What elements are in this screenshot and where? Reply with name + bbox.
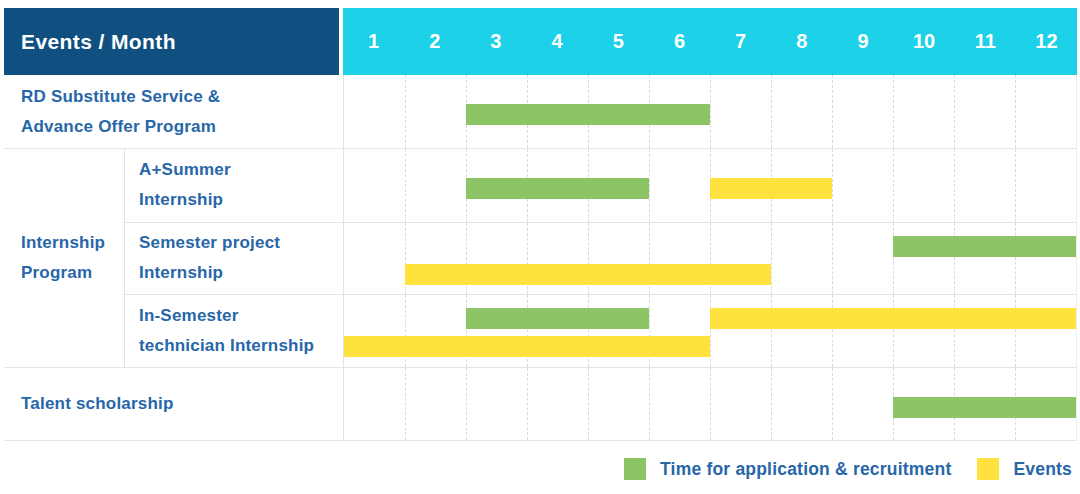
grid-line xyxy=(405,368,406,440)
grid-line xyxy=(771,368,772,440)
grid-line xyxy=(1015,295,1016,367)
grid-line xyxy=(832,75,833,148)
gantt-row-chart xyxy=(343,223,1077,295)
grid-line xyxy=(1015,75,1016,148)
gantt-chart: Events / Month 123456789101112 RD Substi… xyxy=(0,0,1080,494)
gantt-row-chart xyxy=(343,75,1077,148)
table-subrow: Semester projectInternship xyxy=(124,222,1077,295)
row-label-line: Internship xyxy=(139,185,343,215)
legend-item-events: Events xyxy=(977,458,1072,480)
grid-line xyxy=(893,295,894,367)
row-label: Talent scholarship xyxy=(4,368,343,440)
month-header-cell: 11 xyxy=(955,8,1016,75)
grid-line xyxy=(954,295,955,367)
month-header-cell: 4 xyxy=(527,8,588,75)
month-header-cell: 6 xyxy=(649,8,710,75)
subrow-container: A+SummerInternshipSemester projectIntern… xyxy=(124,149,1077,367)
legend-label-application: Time for application & recruitment xyxy=(660,459,951,480)
grid-line xyxy=(832,295,833,367)
subrow-label: Semester projectInternship xyxy=(124,223,343,295)
month-header-cell: 7 xyxy=(710,8,771,75)
gantt-bar-yellow xyxy=(405,264,771,285)
gantt-bar-green xyxy=(466,104,710,125)
table-subrow: A+SummerInternship xyxy=(124,149,1077,222)
grid-line xyxy=(527,368,528,440)
table-subrow: In-Semestertechnician Internship xyxy=(124,294,1077,367)
table-header-row: Events / Month 123456789101112 xyxy=(4,8,1077,75)
month-header-cell: 8 xyxy=(771,8,832,75)
legend-item-application: Time for application & recruitment xyxy=(624,458,951,480)
gantt-bar-green xyxy=(466,178,649,199)
gantt-bar-green xyxy=(466,308,649,329)
table-row: InternshipProgramA+SummerInternshipSemes… xyxy=(4,148,1077,367)
grid-line xyxy=(649,149,650,222)
grid-line xyxy=(1015,149,1016,222)
table-body: RD Substitute Service &Advance Offer Pro… xyxy=(4,75,1077,441)
grid-line xyxy=(832,223,833,295)
grid-line xyxy=(710,368,711,440)
grid-line xyxy=(771,295,772,367)
table-row: RD Substitute Service &Advance Offer Pro… xyxy=(4,75,1077,148)
grid-line xyxy=(466,368,467,440)
grid-line xyxy=(588,368,589,440)
legend-label-events: Events xyxy=(1013,459,1072,480)
gantt-row-chart xyxy=(343,149,1077,222)
grid-line xyxy=(710,75,711,148)
grid-line xyxy=(954,223,955,295)
month-header-cell: 10 xyxy=(894,8,955,75)
grid-line xyxy=(649,368,650,440)
month-header-cell: 9 xyxy=(832,8,893,75)
grid-line xyxy=(1015,223,1016,295)
row-label-line: Program xyxy=(21,258,124,288)
gantt-bar-green xyxy=(893,236,1076,257)
grid-line xyxy=(771,75,772,148)
group-label: InternshipProgram xyxy=(4,149,124,367)
grid-line xyxy=(954,75,955,148)
row-label-line: RD Substitute Service & xyxy=(21,82,343,112)
row-label: RD Substitute Service &Advance Offer Pro… xyxy=(4,75,343,148)
grid-line xyxy=(954,149,955,222)
gantt-bar-yellow xyxy=(710,308,1076,329)
month-header-cell: 2 xyxy=(404,8,465,75)
grid-line xyxy=(405,149,406,222)
gantt-bar-yellow xyxy=(344,336,710,357)
grid-line xyxy=(893,149,894,222)
legend-swatch-yellow-icon xyxy=(977,458,999,480)
grid-line xyxy=(405,75,406,148)
row-label-line: In-Semester xyxy=(139,301,343,331)
row-label-line: Internship xyxy=(21,228,124,258)
grid-line xyxy=(893,223,894,295)
gantt-row-chart xyxy=(343,295,1077,367)
grid-line xyxy=(710,295,711,367)
month-header-cell: 1 xyxy=(343,8,404,75)
gantt-bar-yellow xyxy=(710,178,832,199)
subrow-label: A+SummerInternship xyxy=(124,149,343,222)
gantt-bar-green xyxy=(893,397,1076,418)
gantt-row-chart xyxy=(343,368,1077,440)
row-label-line: Internship xyxy=(139,258,343,288)
month-header-cell: 3 xyxy=(465,8,526,75)
legend: Time for application & recruitment Event… xyxy=(624,458,1072,480)
row-label-line: A+Summer xyxy=(139,155,343,185)
row-label-line: Semester project xyxy=(139,228,343,258)
table-row: Talent scholarship xyxy=(4,367,1077,440)
grid-line xyxy=(771,223,772,295)
row-label-line: Talent scholarship xyxy=(21,389,343,419)
row-label-line: Advance Offer Program xyxy=(21,112,343,142)
month-header-cell: 5 xyxy=(588,8,649,75)
grid-line xyxy=(832,149,833,222)
month-header-row: 123456789101112 xyxy=(343,8,1077,75)
events-month-table: Events / Month 123456789101112 RD Substi… xyxy=(4,8,1077,441)
row-label-line: technician Internship xyxy=(139,331,343,361)
legend-swatch-green-icon xyxy=(624,458,646,480)
grid-line xyxy=(893,75,894,148)
month-header-cell: 12 xyxy=(1016,8,1077,75)
grid-line xyxy=(832,368,833,440)
subrow-label: In-Semestertechnician Internship xyxy=(124,295,343,367)
events-month-header: Events / Month xyxy=(4,8,339,75)
